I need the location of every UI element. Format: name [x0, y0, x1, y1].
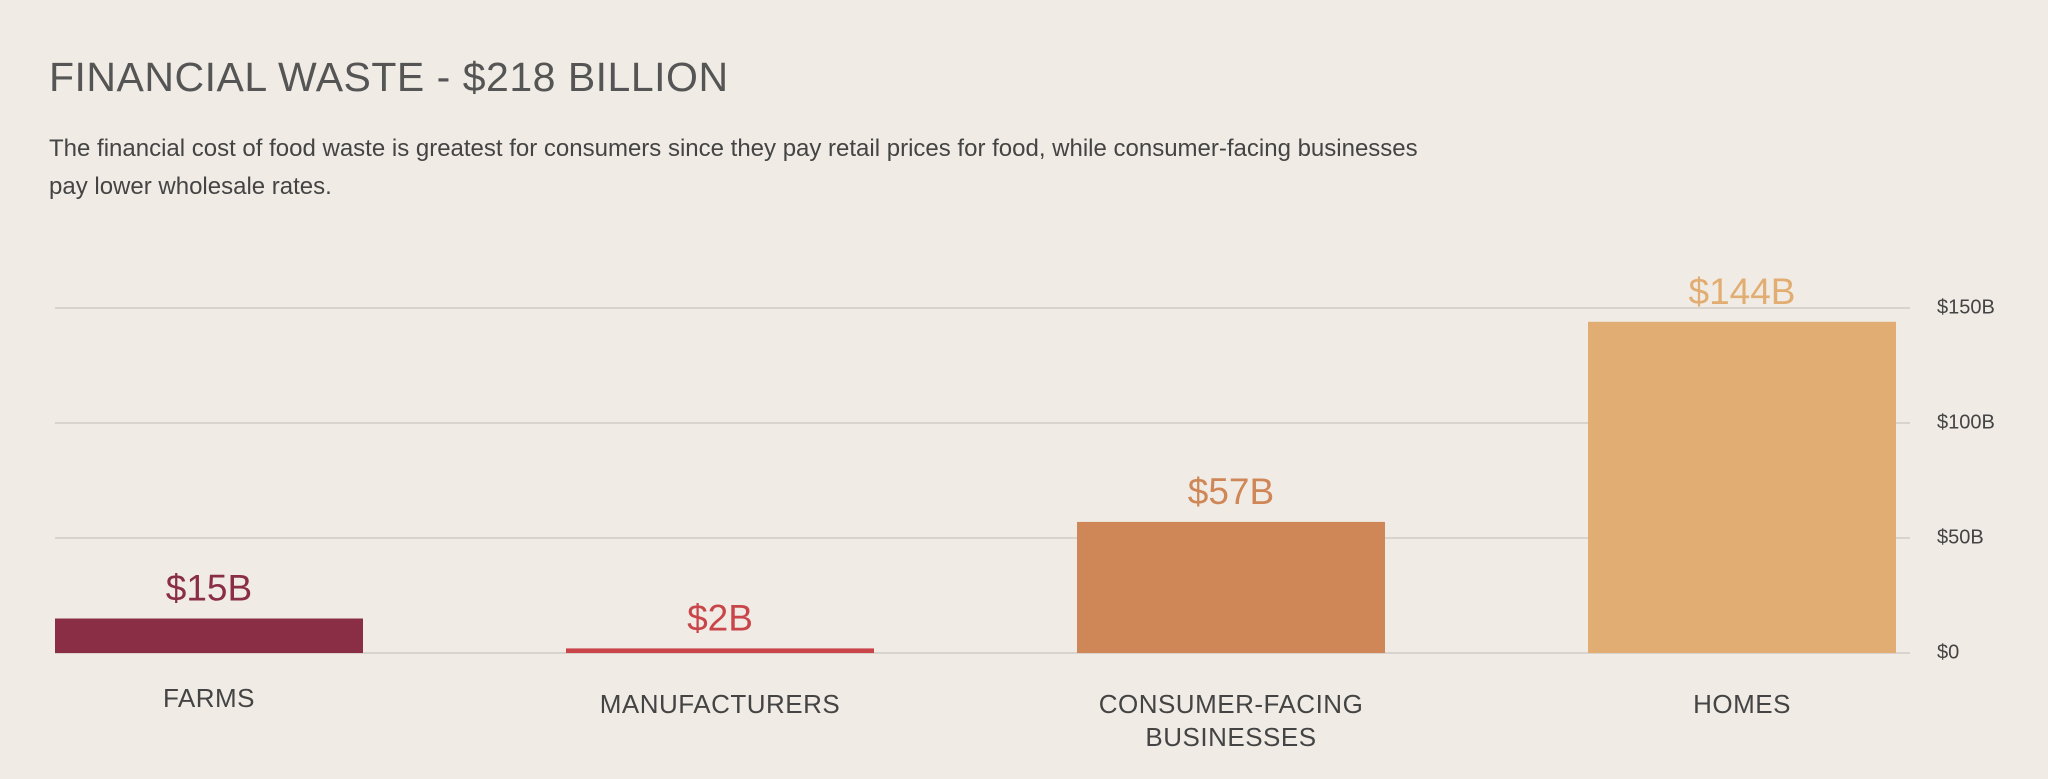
y-tick-label: $100B [1937, 411, 1995, 433]
y-tick-label: $50B [1937, 526, 1984, 548]
bar [55, 618, 363, 653]
y-tick-label: $150B [1937, 296, 1995, 318]
x-tick-label: MANUFACTURERS [599, 689, 841, 719]
y-tick-label: $0 [1937, 641, 1959, 663]
bar [1077, 521, 1385, 653]
x-tick-label: HOMES [1693, 689, 1791, 719]
x-tick-label: FARMS [162, 683, 256, 713]
value-label: $144B [1689, 271, 1796, 312]
value-label: $2B [687, 597, 753, 638]
x-tick-label: CONSUMER-FACING BUSINESSES [1098, 689, 1364, 752]
value-label: $57B [1188, 471, 1274, 512]
chart-title: FINANCIAL WASTE - $218 BILLION [49, 54, 729, 100]
chart-subtitle: The financial cost of food waste is grea… [49, 135, 1418, 200]
bar [1588, 321, 1896, 653]
bar [566, 648, 874, 653]
value-label: $15B [166, 568, 252, 609]
